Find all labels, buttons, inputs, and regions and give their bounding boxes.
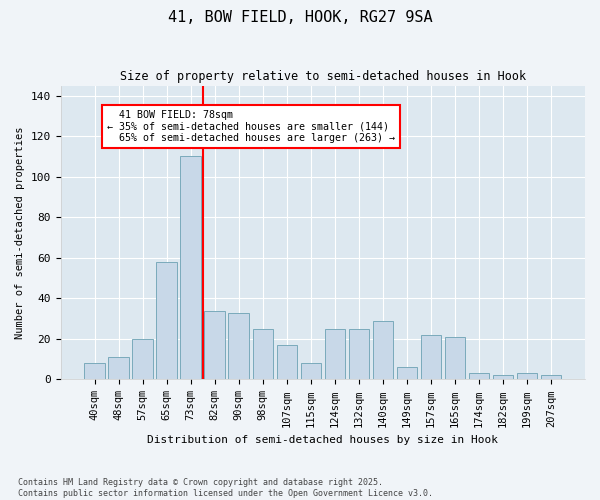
Bar bbox=[157, 262, 177, 380]
Bar bbox=[541, 376, 561, 380]
Text: Contains HM Land Registry data © Crown copyright and database right 2025.
Contai: Contains HM Land Registry data © Crown c… bbox=[18, 478, 433, 498]
Bar bbox=[205, 310, 225, 380]
Bar bbox=[493, 376, 513, 380]
Bar bbox=[421, 335, 441, 380]
Bar bbox=[133, 339, 153, 380]
Bar bbox=[277, 345, 297, 380]
Bar bbox=[397, 368, 417, 380]
Bar bbox=[181, 156, 201, 380]
Bar bbox=[469, 374, 489, 380]
Bar bbox=[109, 357, 129, 380]
Text: 41, BOW FIELD, HOOK, RG27 9SA: 41, BOW FIELD, HOOK, RG27 9SA bbox=[167, 10, 433, 25]
Title: Size of property relative to semi-detached houses in Hook: Size of property relative to semi-detach… bbox=[120, 70, 526, 83]
Bar bbox=[445, 337, 465, 380]
Bar bbox=[301, 363, 321, 380]
Y-axis label: Number of semi-detached properties: Number of semi-detached properties bbox=[15, 126, 25, 339]
Bar bbox=[229, 312, 249, 380]
Bar bbox=[85, 363, 105, 380]
Text: 41 BOW FIELD: 78sqm
← 35% of semi-detached houses are smaller (144)
  65% of sem: 41 BOW FIELD: 78sqm ← 35% of semi-detach… bbox=[107, 110, 395, 143]
Bar bbox=[325, 329, 345, 380]
Bar bbox=[349, 329, 369, 380]
X-axis label: Distribution of semi-detached houses by size in Hook: Distribution of semi-detached houses by … bbox=[147, 435, 498, 445]
Bar bbox=[517, 374, 537, 380]
Bar bbox=[373, 320, 393, 380]
Bar bbox=[253, 329, 273, 380]
